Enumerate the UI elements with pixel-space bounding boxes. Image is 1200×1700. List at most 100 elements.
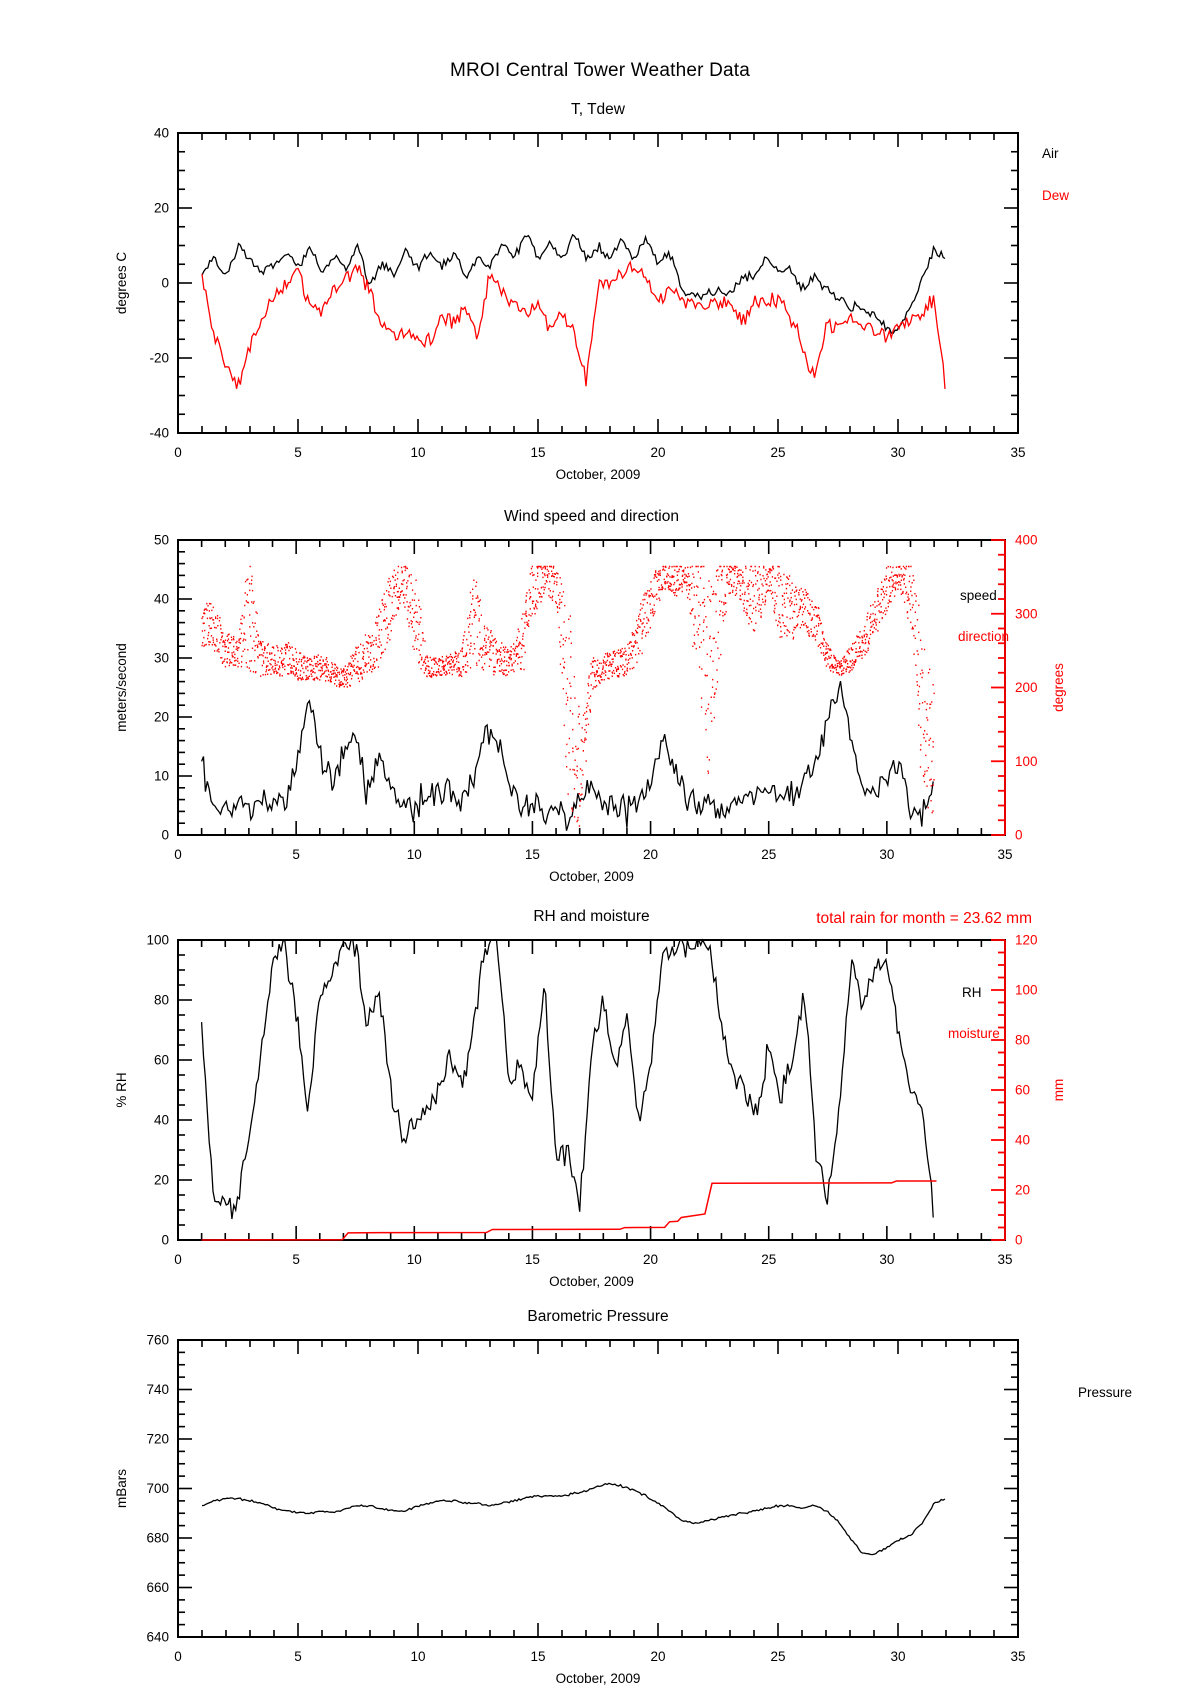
legend-air: Air — [1042, 146, 1059, 161]
x-tick-label: 30 — [879, 1252, 894, 1267]
x-tick-label: 0 — [174, 1649, 182, 1664]
y-tick-label: 760 — [146, 1333, 169, 1348]
y-tick-label: 60 — [154, 1053, 169, 1068]
x-tick-label: 20 — [650, 1649, 665, 1664]
right-axis-title: degrees — [1051, 663, 1066, 712]
series-dew — [201, 260, 946, 389]
plot-wind: 0 5 10 15 20 25 30 35 October, 2009 0 10 20 30 40 50 me… — [114, 508, 1066, 884]
x-tick-label: 10 — [407, 1252, 422, 1267]
legend-pressure: Pressure — [1078, 1385, 1132, 1400]
y-tick-label: 40 — [154, 1113, 169, 1128]
page-title: MROI Central Tower Weather Data — [449, 60, 751, 81]
plot-frame — [177, 539, 1006, 836]
legend-speed: speed — [960, 588, 997, 603]
right-tick-label: 100 — [1015, 754, 1038, 769]
y-tick-label: 0 — [161, 276, 169, 291]
right-tick-label: 400 — [1015, 533, 1038, 548]
plot-humidity: 0 5 10 15 20 25 30 35 October, 2009 0 20 40 60 80 100%… — [114, 908, 1066, 1289]
legend-dew: Dew — [1042, 188, 1069, 203]
x-tick-label: 20 — [650, 445, 665, 460]
legend-moisture: moisture — [948, 1026, 1000, 1041]
y-tick-label: 80 — [154, 993, 169, 1008]
right-tick-label: 0 — [1015, 1233, 1023, 1248]
series-pressure — [201, 1482, 946, 1556]
x-tick-label: 35 — [1010, 445, 1025, 460]
y-axis-ticks — [178, 1339, 1018, 1638]
plot-temperature: 0 5 10 15 20 25 30 35 October, 2009 -40 -20 0 20 40 de… — [114, 101, 1069, 482]
y-tick-label: 680 — [146, 1531, 169, 1546]
x-tick-label: 25 — [761, 847, 776, 862]
y-tick-label: 740 — [146, 1382, 169, 1397]
x-axis-ticks — [177, 133, 1019, 433]
x-tick-label: 30 — [890, 445, 905, 460]
x-tick-label: 0 — [174, 445, 182, 460]
x-tick-label: 10 — [410, 445, 425, 460]
y-tick-label: 0 — [161, 828, 169, 843]
total-rain-annotation: total rain for month = 23.62 mm — [816, 910, 1032, 927]
y-tick-label: 0 — [161, 1233, 169, 1248]
series-air — [201, 233, 946, 335]
x-tick-label: 25 — [761, 1252, 776, 1267]
x-tick-label: 15 — [530, 1649, 545, 1664]
x-tick-label: 20 — [643, 847, 658, 862]
y-axis-ticks — [178, 539, 192, 836]
right-tick-label: 120 — [1015, 933, 1038, 948]
y-axis-title: % RH — [114, 1072, 129, 1107]
x-axis-title: October, 2009 — [549, 1274, 634, 1289]
y-tick-label: 20 — [154, 201, 169, 216]
plot-title: RH and moisture — [533, 908, 649, 925]
x-tick-label: 35 — [997, 847, 1012, 862]
x-tick-label: 10 — [407, 847, 422, 862]
x-axis-ticks — [177, 540, 1006, 835]
x-tick-label: 0 — [174, 847, 182, 862]
y-tick-label: 20 — [154, 710, 169, 725]
x-tick-label: 25 — [770, 445, 785, 460]
y-tick-label: -40 — [149, 426, 169, 441]
plot-title: Barometric Pressure — [527, 1308, 668, 1325]
y-tick-label: 640 — [146, 1630, 169, 1645]
right-axis — [991, 539, 1006, 836]
x-axis-title: October, 2009 — [556, 1671, 641, 1686]
series-direction — [201, 565, 935, 827]
plot-pressure: 0 5 10 15 20 25 30 35 October, 2009 640 660 680 700 7… — [114, 1308, 1132, 1686]
y-tick-label: 40 — [154, 592, 169, 607]
x-tick-label: 30 — [890, 1649, 905, 1664]
x-tick-label: 15 — [530, 445, 545, 460]
x-tick-label: 15 — [525, 847, 540, 862]
right-tick-label: 100 — [1015, 983, 1038, 998]
right-tick-label: 20 — [1015, 1183, 1030, 1198]
series-speed — [200, 680, 934, 831]
right-axis — [991, 939, 1006, 1241]
x-tick-label: 30 — [879, 847, 894, 862]
x-axis-title: October, 2009 — [556, 467, 641, 482]
series-rh — [200, 938, 934, 1220]
y-tick-label: -20 — [149, 351, 169, 366]
x-tick-label: 0 — [174, 1252, 182, 1267]
y-tick-label: 100 — [146, 933, 169, 948]
x-tick-label: 5 — [292, 1252, 300, 1267]
y-tick-label: 660 — [146, 1580, 169, 1595]
y-tick-label: 50 — [154, 533, 169, 548]
plot-title: Wind speed and direction — [504, 508, 679, 525]
x-tick-label: 5 — [294, 445, 302, 460]
plot-frame — [177, 132, 1019, 434]
series-moisture — [201, 1180, 937, 1241]
legend-rh: RH — [962, 985, 982, 1000]
x-tick-label: 35 — [1010, 1649, 1025, 1664]
right-tick-label: 80 — [1015, 1033, 1030, 1048]
y-tick-label: 30 — [154, 651, 169, 666]
x-tick-label: 25 — [770, 1649, 785, 1664]
y-axis-title: meters/second — [114, 643, 129, 732]
x-axis-ticks — [177, 1340, 1019, 1637]
x-tick-label: 5 — [294, 1649, 302, 1664]
right-axis-title: mm — [1051, 1079, 1066, 1102]
x-tick-label: 5 — [292, 847, 300, 862]
plot-frame — [177, 1339, 1019, 1638]
x-tick-label: 15 — [525, 1252, 540, 1267]
y-axis-title: mBars — [114, 1469, 129, 1508]
right-tick-label: 200 — [1015, 680, 1038, 695]
x-axis-ticks — [177, 940, 1006, 1240]
right-tick-label: 60 — [1015, 1083, 1030, 1098]
